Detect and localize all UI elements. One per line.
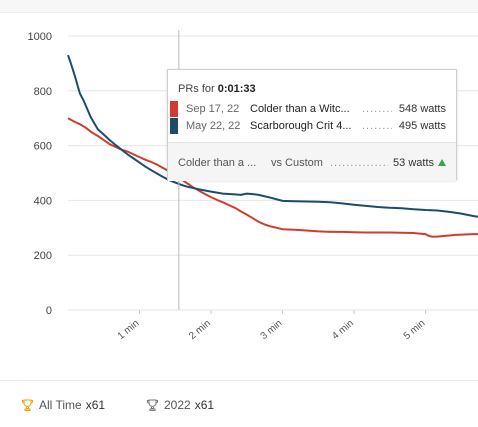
trophy-gray-icon — [147, 399, 158, 411]
tooltip-title-prefix: PRs for — [178, 83, 215, 95]
tooltip-row-ride-name: Colder than a Witc... — [250, 103, 350, 115]
y-tick-label: 1000 — [28, 31, 52, 43]
x-tick-label: 1 min — [116, 318, 142, 340]
tooltip-comparison: Colder than a ... vs Custom ............… — [168, 142, 456, 181]
series-layer — [67, 54, 478, 238]
x-tick-label: 2 min — [187, 318, 213, 340]
tooltip-row-leader: ........... — [362, 103, 392, 115]
pr-tooltip: PRs for 0:01:33 Sep 17, 22 Colder than a… — [167, 69, 457, 181]
x-axis-tick-labels: 1 min 2 min 3 min 4 min 5 min — [116, 310, 428, 340]
year-count: x61 — [194, 398, 215, 412]
tooltip-row-leader: ........... — [362, 120, 392, 132]
x-tick-label: 5 min — [402, 318, 428, 340]
x-tick-label: 4 min — [330, 318, 356, 340]
all-time-label: All Time — [39, 398, 82, 412]
trend-up-icon — [438, 159, 446, 166]
tooltip-title-time: 0:01:33 — [217, 83, 256, 95]
comparison-target: vs Custom — [271, 157, 323, 169]
y-tick-label: 0 — [46, 305, 52, 317]
tooltip-title: PRs for 0:01:33 — [178, 83, 256, 95]
y-tick-label: 600 — [34, 141, 52, 153]
tooltip-row-date: May 22, 22 — [186, 120, 241, 132]
tooltip-row-ride-2[interactable]: May 22, 22 Scarborough Crit 4... .......… — [168, 118, 456, 134]
tooltip-row-value: 495 watts — [398, 120, 446, 132]
x-tick-label: 3 min — [259, 318, 285, 340]
year-label: 2022 — [164, 398, 191, 412]
trophy-gold-icon — [22, 399, 33, 411]
tooltip-row-ride-name: Scarborough Crit 4... — [250, 120, 352, 132]
series-swatch-ride-2 — [170, 118, 178, 134]
series-line-1[interactable] — [67, 117, 478, 238]
y-tick-label: 800 — [34, 86, 52, 98]
footer-bar: All Time x61 2022 x61 — [0, 380, 478, 427]
comparison-delta-value: 53 watts — [393, 157, 434, 169]
year-pr-filter[interactable]: 2022 x61 — [147, 398, 214, 412]
tooltip-row-date: Sep 17, 22 — [186, 103, 240, 115]
y-axis-tick-labels: 0 200 400 600 800 1000 — [28, 31, 52, 317]
y-tick-label: 200 — [34, 250, 52, 262]
y-tick-label: 400 — [34, 195, 52, 207]
comparison-leader: .................... — [330, 157, 388, 169]
series-line-2[interactable] — [67, 54, 478, 218]
comparison-ride-name: Colder than a ... — [178, 157, 257, 169]
top-strip — [0, 0, 478, 13]
tooltip-row-value: 548 watts — [398, 103, 446, 115]
series-swatch-ride-1 — [170, 101, 178, 117]
tooltip-row-ride-1[interactable]: Sep 17, 22 Colder than a Witc... .......… — [168, 101, 456, 117]
all-time-pr-filter[interactable]: All Time x61 — [22, 398, 105, 412]
all-time-count: x61 — [85, 398, 106, 412]
